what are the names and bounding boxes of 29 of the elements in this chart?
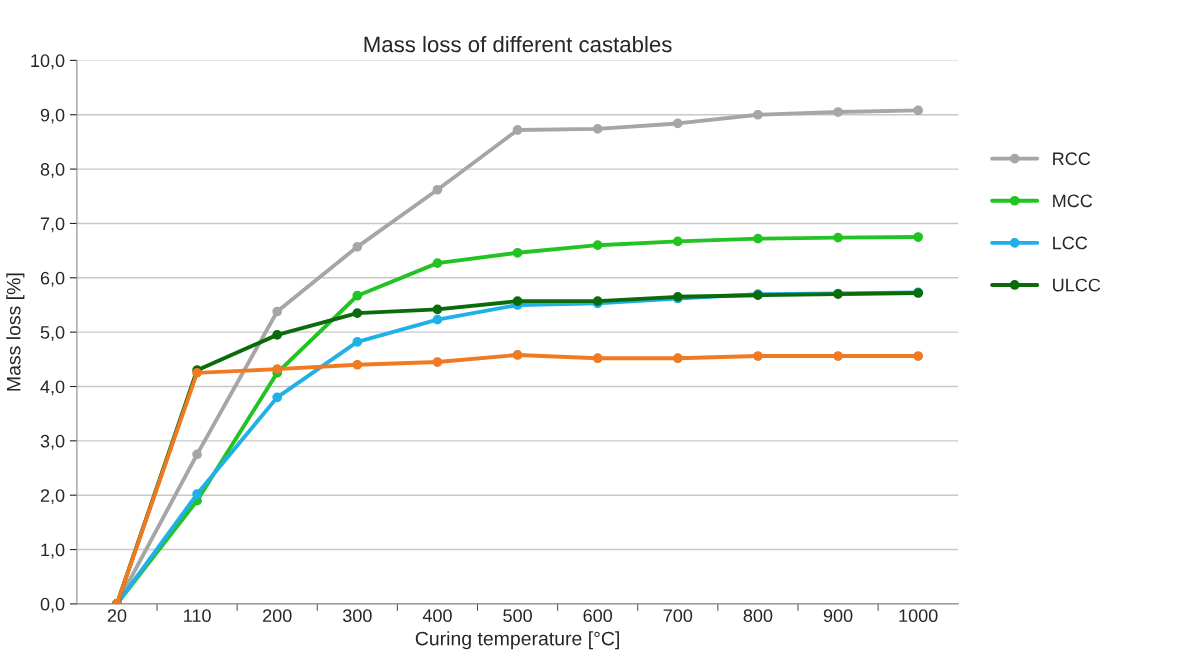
x-tick-label: 200 — [263, 609, 292, 623]
y-tick-label: 9,0 — [40, 108, 65, 124]
x-tick-label: 800 — [743, 609, 773, 623]
y-tick-label: 2,0 — [40, 489, 65, 505]
x-tick-label: 1000 — [899, 609, 938, 623]
y-tick-label: 1,0 — [41, 543, 65, 559]
y-axis-title: Mass loss [%] — [6, 273, 25, 391]
x-tick-label: 300 — [342, 609, 372, 623]
y-tick-label: 6,0 — [40, 271, 65, 287]
y-tick-label: 0,0 — [40, 597, 65, 613]
x-tick-label: 400 — [422, 609, 452, 623]
y-tick-label: 4,0 — [40, 380, 65, 396]
x-tick-label: 110 — [184, 609, 211, 623]
legend-label: RCC — [1053, 152, 1091, 166]
x-tick-label: 500 — [503, 609, 532, 623]
x-tick-label: 600 — [583, 609, 613, 623]
chart-title: Mass loss of different castables — [364, 35, 672, 53]
x-tick-label: 900 — [823, 609, 853, 623]
y-tick-label: 10,0 — [31, 54, 65, 70]
y-tick-label: 7,0 — [40, 217, 65, 233]
x-axis-title: Curing temperature [°C] — [415, 631, 619, 650]
legend-label: LCC — [1053, 236, 1088, 250]
x-tick-label: 20 — [107, 609, 127, 623]
y-tick-label: 3,0 — [40, 434, 65, 450]
legend-label: ULCC — [1053, 278, 1101, 292]
y-tick-label: 8,0 — [40, 163, 65, 178]
x-tick-label: 700 — [663, 609, 693, 623]
legend-label: MCC — [1053, 194, 1093, 208]
y-tick-label: 5,0 — [40, 326, 65, 341]
